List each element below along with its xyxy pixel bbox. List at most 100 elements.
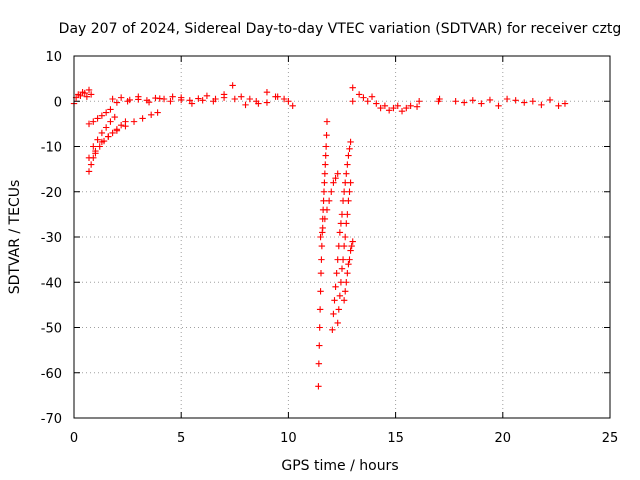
data-point — [335, 242, 342, 250]
data-point — [139, 115, 146, 122]
data-point — [390, 104, 397, 112]
data-point — [345, 152, 352, 159]
y-tick-label: -10 — [41, 141, 62, 156]
y-tick-label: -40 — [41, 276, 62, 291]
data-point — [436, 95, 443, 103]
data-point — [322, 143, 330, 150]
data-point — [85, 168, 93, 175]
data-point — [486, 96, 494, 104]
data-point — [130, 118, 138, 125]
data-point — [242, 101, 249, 109]
series-band3 — [349, 84, 443, 115]
y-tick-label: 10 — [45, 50, 62, 65]
data-point — [102, 109, 110, 116]
data-point — [332, 174, 339, 182]
data-point — [90, 118, 97, 125]
data-point — [336, 292, 344, 300]
series-drop3 — [329, 138, 354, 333]
data-point — [377, 104, 384, 112]
data-point — [322, 152, 329, 159]
data-point — [85, 120, 93, 128]
y-tick-label: -60 — [41, 367, 62, 382]
data-point — [342, 288, 349, 295]
data-point — [320, 188, 328, 195]
series-arc2 — [85, 113, 118, 162]
x-tick-label: 5 — [177, 431, 185, 446]
series-arc3 — [92, 109, 161, 155]
data-point — [346, 256, 353, 263]
data-point — [117, 94, 125, 101]
data-point — [337, 279, 345, 286]
data-point — [323, 206, 331, 214]
data-point — [334, 256, 341, 263]
data-point — [407, 102, 414, 109]
data-point — [315, 360, 323, 367]
data-point — [285, 98, 292, 105]
y-tick-labels: 10 0 -10 -20 -30 -40 -50 -60 -70 — [41, 50, 62, 427]
data-point — [105, 133, 112, 140]
data-point — [403, 104, 410, 112]
data-point — [339, 197, 347, 204]
data-point — [343, 279, 350, 286]
data-point — [349, 238, 356, 245]
chart-title: Day 207 of 2024, Sidereal Day-to-day VTE… — [59, 21, 622, 37]
data-point — [320, 197, 327, 204]
data-point — [102, 124, 110, 131]
data-point — [340, 188, 348, 195]
series-band1 — [109, 82, 296, 109]
series-drop4 — [334, 179, 354, 327]
data-point — [331, 297, 338, 304]
data-point — [373, 100, 380, 107]
data-point — [274, 93, 281, 100]
data-point — [154, 109, 161, 116]
data-point — [321, 179, 328, 186]
data-point — [109, 129, 116, 137]
data-point — [113, 127, 121, 134]
data-point — [315, 383, 322, 390]
y-tick-label: -50 — [41, 322, 62, 337]
data-point — [203, 92, 211, 100]
data-point — [330, 179, 337, 186]
data-point — [210, 98, 217, 105]
data-point — [368, 93, 376, 100]
data-point — [355, 91, 363, 98]
data-point — [338, 211, 346, 218]
data-point — [113, 99, 121, 106]
data-point — [335, 306, 342, 313]
data-point — [323, 118, 331, 125]
series-arc4 — [85, 106, 114, 128]
data-point — [229, 82, 236, 89]
data-point — [364, 98, 371, 105]
data-point — [109, 95, 116, 103]
data-point — [169, 93, 176, 100]
series-drop1 — [315, 118, 331, 390]
data-point — [347, 247, 354, 254]
data-point — [332, 283, 339, 290]
data-point — [555, 102, 562, 109]
data-point — [349, 98, 356, 105]
data-point — [318, 242, 326, 250]
data-point — [346, 188, 353, 195]
data-point — [135, 96, 142, 103]
data-point — [231, 95, 238, 103]
data-point — [344, 211, 351, 218]
data-point — [167, 98, 174, 105]
data-point — [339, 256, 347, 263]
series-drop2 — [317, 170, 341, 241]
data-point — [220, 94, 228, 101]
plot-frame — [73, 55, 611, 419]
data-point — [546, 96, 554, 104]
data-point — [98, 138, 106, 146]
data-point — [117, 122, 125, 129]
data-point — [529, 98, 537, 105]
data-point — [340, 297, 348, 304]
data-point — [87, 161, 95, 168]
data-point — [345, 260, 352, 268]
data-point — [147, 111, 155, 119]
data-point — [495, 102, 502, 109]
data-point — [344, 270, 351, 277]
x-tick-label: 10 — [280, 431, 297, 446]
data-point — [561, 100, 569, 107]
data-point — [321, 170, 329, 177]
data-point — [263, 99, 271, 106]
